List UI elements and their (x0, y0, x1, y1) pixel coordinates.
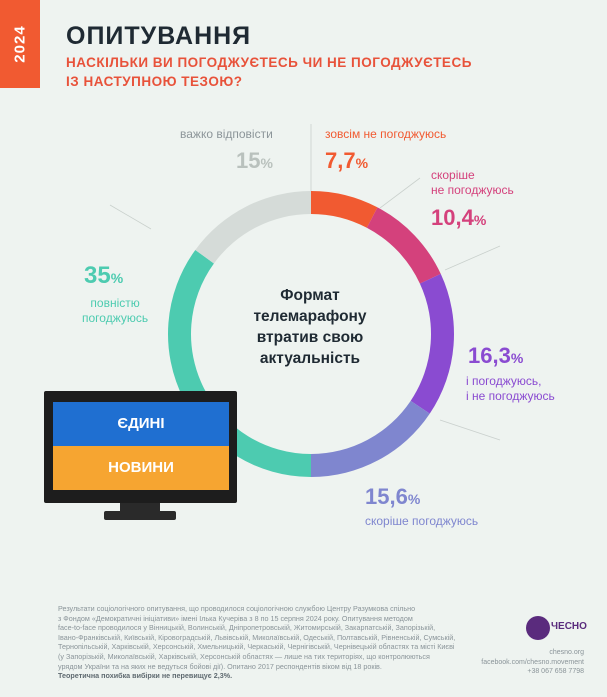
slice-value-rather-disagree: 10,4% (431, 205, 487, 230)
donut-slice-strongly-disagree (311, 191, 378, 228)
donut-slice-rather-agree (311, 400, 430, 477)
logo-text: ЧЕСНО (551, 621, 587, 632)
donut-slice-neutral (410, 273, 454, 414)
footnote-text: Результати соціологічного опитування, що… (58, 604, 456, 671)
question-subtitle: НАСКІЛЬКИ ВИ ПОГОДЖУЄТЕСЬ ЧИ НЕ ПОГОДЖУЄ… (66, 55, 472, 89)
tv-screen-bottom: НОВИНИ (53, 446, 229, 490)
tv-screen-top: ЄДИНІ (53, 402, 229, 446)
leader-line (109, 204, 152, 230)
contacts: chesno.org facebook.com/chesno.movement … (481, 649, 584, 675)
slice-label-rather-disagree: скоріше не погоджуюсь (431, 168, 514, 197)
slice-label-rather-agree: скоріше погоджуюсь (365, 514, 479, 528)
slice-value-hard-to-answer: 15% (236, 148, 273, 173)
chesno-logo-icon (526, 616, 550, 640)
leader-line (439, 419, 501, 441)
leader-line (379, 177, 421, 209)
tv-stand-base (104, 511, 176, 520)
page-title: ОПИТУВАННЯ (66, 22, 252, 50)
donut-slice-hard-to-answer (195, 191, 311, 264)
slice-value-strongly-disagree: 7,7% (325, 148, 369, 173)
slice-label-hard-to-answer: важко відповісти (180, 127, 273, 141)
chart-center-statement: Формат телемарафону втратив свою актуаль… (253, 287, 367, 367)
leader-line (444, 245, 501, 271)
slice-value-fully-agree: 35% (84, 262, 124, 289)
footnote-error: Теоретична похибка вибірки не перевищує … (58, 671, 233, 681)
methodology-footnote: Результати соціологічного опитування, що… (58, 604, 488, 681)
slice-value-rather-agree: 15,6% (365, 484, 421, 509)
donut-slice-rather-disagree (366, 207, 441, 284)
year-badge: 2024 (0, 0, 40, 88)
slice-value-neutral: 16,3% (468, 343, 524, 368)
tv-stand-neck (120, 503, 160, 511)
slice-label-fully-agree: повністю погоджуюсь (82, 296, 149, 325)
slice-label-neutral: і погоджуюсь, і не погоджуюсь (466, 374, 555, 403)
slice-label-strongly-disagree: зовсім не погоджуюсь (325, 127, 447, 141)
